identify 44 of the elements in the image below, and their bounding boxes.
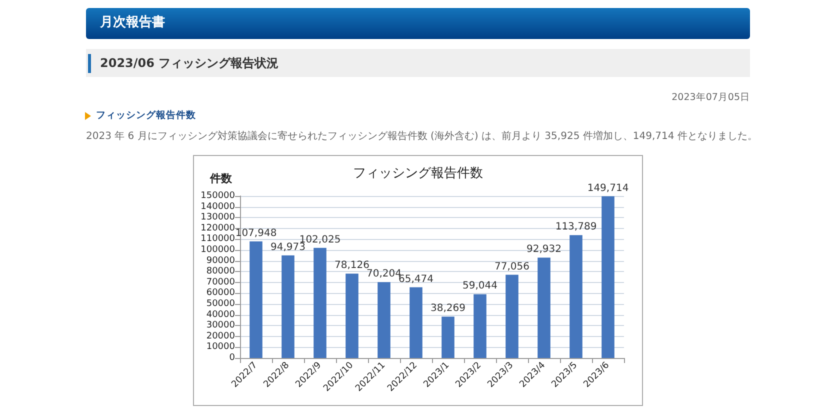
y-tick-label: 120000 bbox=[200, 223, 236, 234]
bar bbox=[282, 255, 294, 358]
y-tick-label: 50000 bbox=[206, 299, 236, 309]
y-tick-label: 40000 bbox=[206, 310, 236, 320]
data-label: 65,474 bbox=[398, 274, 434, 285]
bar bbox=[410, 287, 422, 358]
y-tick-label: 130000 bbox=[200, 212, 236, 223]
bar bbox=[442, 316, 454, 358]
bar bbox=[250, 241, 262, 358]
y-axis-title: 件数 bbox=[209, 172, 233, 185]
bar bbox=[570, 235, 582, 358]
y-tick-label: 110000 bbox=[200, 234, 236, 244]
y-tick-label: 60000 bbox=[206, 288, 236, 298]
data-label: 38,269 bbox=[430, 303, 466, 314]
y-tick-label: 10000 bbox=[206, 342, 236, 352]
bar bbox=[346, 274, 358, 358]
data-label: 78,126 bbox=[334, 260, 370, 272]
y-tick-label: 30000 bbox=[206, 320, 236, 331]
data-label: 107,948 bbox=[235, 228, 277, 239]
y-tick-label: 80000 bbox=[206, 266, 236, 277]
y-tick-label: 150000 bbox=[200, 191, 236, 201]
data-label: 77,056 bbox=[494, 261, 530, 272]
data-label: 92,932 bbox=[526, 244, 562, 256]
data-label: 149,714 bbox=[587, 182, 629, 194]
bar bbox=[506, 274, 518, 358]
bar bbox=[474, 294, 486, 358]
y-tick-label: 90000 bbox=[206, 256, 236, 266]
data-label: 113,789 bbox=[555, 222, 597, 233]
bar bbox=[378, 282, 390, 358]
text: フィッシング報告件数 bbox=[96, 110, 196, 122]
bar bbox=[602, 196, 614, 358]
text: 2023/06 フィッシング報告状況 bbox=[100, 56, 279, 70]
chart-title: フィッシング報告件数 bbox=[353, 166, 483, 181]
y-tick-label: 140000 bbox=[200, 202, 236, 212]
y-tick-label: 20000 bbox=[206, 331, 236, 342]
text: 2023年07月05日 bbox=[672, 92, 750, 104]
text: 2023 年 6 月にフィッシング対策協議会に寄せられたフィッシング報告件数 (海外含む) は、前月より 35,925 件増加し、149,714 件となりました。 bbox=[86, 131, 758, 143]
data-label: 59,044 bbox=[462, 280, 498, 292]
text: 月次報告書 bbox=[100, 15, 165, 31]
bar bbox=[538, 258, 550, 358]
y-tick-label: 70000 bbox=[206, 277, 236, 288]
y-tick-label: 100000 bbox=[200, 245, 236, 255]
bar bbox=[314, 248, 326, 358]
y-tick-label: 0 bbox=[229, 353, 236, 363]
